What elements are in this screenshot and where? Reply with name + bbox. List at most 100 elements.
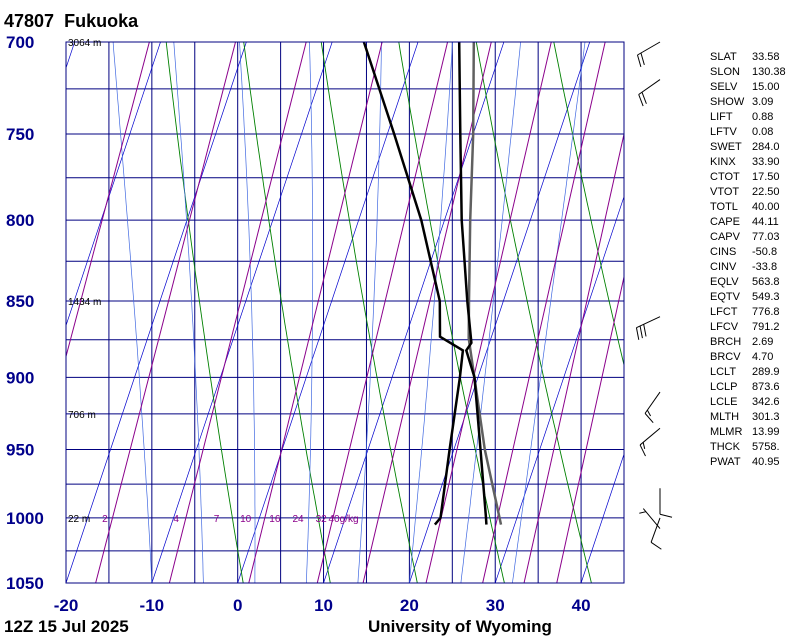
pressure-tick-label: 900 <box>6 368 34 387</box>
temperature-profile <box>457 42 488 525</box>
mixing-ratio-label: 24 <box>292 514 304 525</box>
wind-barb <box>639 427 661 457</box>
index-row-eqtv: EQTV 549.3 <box>710 290 786 305</box>
moist-adiabat <box>173 42 204 583</box>
temperature-tick-label: 0 <box>233 596 242 615</box>
height-label: 706 m <box>68 410 96 421</box>
temperature-tick-label: -20 <box>54 596 79 615</box>
barb-segment <box>638 79 661 95</box>
index-name: SWET <box>710 141 742 153</box>
temperature-tick-label: 10 <box>314 596 333 615</box>
index-row-lfcv: LFCV 791.2 <box>710 320 786 335</box>
index-name: CINS <box>710 246 737 258</box>
pressure-tick-label: 1000 <box>6 509 44 528</box>
index-value: -50.8 <box>752 246 778 258</box>
isotherm-line <box>151 42 333 583</box>
index-row-swet: SWET 284.0 <box>710 140 786 155</box>
mixing-ratio-line <box>66 42 150 359</box>
index-row-lfct: LFCT 776.8 <box>710 305 786 320</box>
mixing-ratio-label: 16 <box>269 514 281 525</box>
wind-barb <box>639 508 661 529</box>
plot-frame <box>65 41 625 584</box>
index-row-lftv: LFTV 0.08 <box>710 125 786 140</box>
index-value: 289.9 <box>752 366 780 378</box>
index-name: CINV <box>710 261 737 273</box>
height-label: 1434 m <box>68 297 101 308</box>
index-row-lclt: LCLT 289.9 <box>710 365 786 380</box>
index-value: 40.95 <box>752 456 780 468</box>
mixing-ratio-line <box>425 42 552 583</box>
moist-adiabat <box>409 42 453 583</box>
moist-adiabat <box>112 42 153 583</box>
index-row-show: SHOW 3.09 <box>710 95 786 110</box>
temperature-tick-label: 20 <box>400 596 419 615</box>
temperature-tick-label: 30 <box>486 596 505 615</box>
barb-segment <box>639 427 661 446</box>
isotherm-line <box>66 42 75 70</box>
station-name: Fukuoka <box>64 11 139 31</box>
index-name: TOTL <box>710 201 738 213</box>
index-name: SLON <box>710 66 740 78</box>
dewpoint-profile <box>362 42 465 526</box>
index-value: 0.88 <box>752 111 774 123</box>
index-value: 563.8 <box>752 276 780 288</box>
index-row-lift: LIFT 0.88 <box>710 110 786 125</box>
barb-segment <box>640 52 645 66</box>
index-value: 17.50 <box>752 171 780 183</box>
mixing-ratio-line <box>95 42 237 583</box>
dry-adiabat <box>243 42 331 583</box>
mixing-ratio-line <box>168 42 307 583</box>
isotherm-line <box>66 42 247 583</box>
data-source: University of Wyoming <box>368 617 552 636</box>
pressure-tick-label: 1050 <box>6 574 44 593</box>
index-value: 33.58 <box>752 51 780 63</box>
mixing-ratio-label: 7 <box>214 514 220 525</box>
mixing-ratio-line <box>556 274 624 583</box>
index-name: LIFT <box>710 111 733 123</box>
barb-segment <box>639 444 646 457</box>
index-value: -33.8 <box>752 261 778 273</box>
barb-segment <box>636 316 661 329</box>
index-row-totl: TOTL 40.00 <box>710 200 786 215</box>
dry-adiabat <box>786 42 800 583</box>
barb-segment <box>642 508 661 529</box>
barb-segment <box>650 517 661 543</box>
index-row-cins: CINS -50.8 <box>710 245 786 260</box>
barb-segment <box>642 442 646 450</box>
barb-segment <box>639 325 643 339</box>
index-value: 873.6 <box>752 381 780 393</box>
isotherm-line <box>494 195 624 583</box>
index-value: 22.50 <box>752 186 780 198</box>
index-name: EQLV <box>710 276 739 288</box>
index-name: KINX <box>710 156 736 168</box>
mixing-ratio-line <box>482 42 606 583</box>
dry-adiabat <box>320 42 418 583</box>
index-row-lcle: LCLE 342.6 <box>710 395 786 410</box>
index-name: CAPV <box>710 231 740 243</box>
index-name: THCK <box>710 441 740 453</box>
mixing-ratio-label: 2 <box>102 514 108 525</box>
index-value: 284.0 <box>752 141 780 153</box>
barb-segment <box>644 391 661 414</box>
index-name: SHOW <box>710 96 745 108</box>
index-row-pwat: PWAT 40.95 <box>710 455 786 470</box>
dry-adiabat <box>398 42 505 583</box>
index-name: VTOT <box>710 186 740 198</box>
index-row-ctot: CTOT 17.50 <box>710 170 786 185</box>
barb-segment <box>650 541 662 550</box>
mixing-ratio-line <box>316 42 449 583</box>
mixing-ratio-label: 40g/kg <box>329 514 359 525</box>
barb-segment <box>638 94 644 107</box>
observation-time: 12Z 15 Jul 2025 <box>4 617 129 636</box>
index-name: SLAT <box>710 51 737 63</box>
barb-segment <box>637 54 642 68</box>
index-name: MLMR <box>710 426 743 438</box>
index-value: 15.00 <box>752 81 780 93</box>
wind-barb <box>650 517 662 550</box>
barb-segment <box>659 513 673 518</box>
parcel-path <box>467 42 503 525</box>
index-value: 33.90 <box>752 156 780 168</box>
wind-barb <box>637 41 661 68</box>
moist-adiabat <box>357 42 382 583</box>
wind-barb <box>638 79 661 107</box>
